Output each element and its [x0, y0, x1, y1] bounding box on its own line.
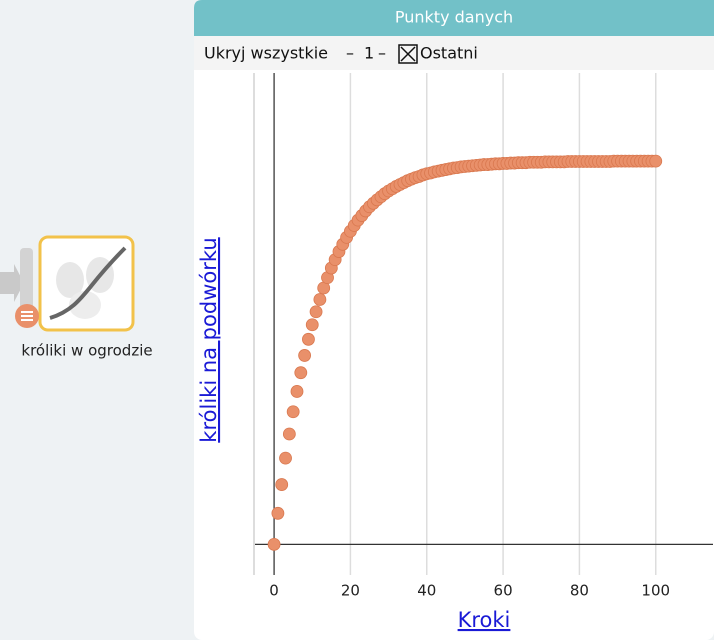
x-tick-label: 80: [570, 582, 589, 600]
x-tick-label: 0: [269, 582, 279, 600]
separator: –: [346, 44, 354, 63]
checkbox-x: [400, 46, 416, 62]
checkbox[interactable]: [398, 44, 418, 64]
hide-all[interactable]: Ukryj wszystkie: [204, 44, 328, 63]
node-curve: [49, 246, 127, 320]
data-point: [309, 305, 323, 319]
data-point: [649, 154, 663, 168]
data-point: [290, 385, 304, 398]
data-point: [294, 366, 308, 380]
toolbar: [194, 36, 714, 70]
data-point: [282, 427, 296, 441]
panel-title: Punkty danych: [395, 8, 513, 27]
data-point: [298, 349, 312, 362]
data-point: [302, 332, 315, 346]
data-point: [271, 506, 285, 520]
x-tick-label: 20: [341, 582, 360, 600]
data-point: [279, 451, 292, 465]
arrow: [0, 264, 24, 302]
node-label: króliki w ogrodzie: [21, 342, 152, 360]
handle-icon: [21, 311, 33, 321]
x-axis-label[interactable]: Kroki: [458, 608, 511, 632]
y-axis-label[interactable]: króliki na podwórku: [197, 237, 221, 442]
data-point: [305, 318, 319, 332]
panel-header: [194, 0, 714, 36]
last-label[interactable]: Ostatni: [420, 44, 478, 63]
x-tick-label: 100: [641, 582, 670, 600]
data-point: [267, 537, 281, 551]
separator: –: [378, 44, 386, 63]
data-point: [286, 405, 300, 419]
x-tick-label: 60: [494, 582, 513, 600]
data-point: [275, 478, 289, 491]
x-tick-label: 40: [417, 582, 436, 600]
count: 1: [364, 44, 374, 63]
data-point: [313, 293, 327, 306]
node-box[interactable]: [38, 235, 135, 332]
connector: [20, 248, 33, 310]
